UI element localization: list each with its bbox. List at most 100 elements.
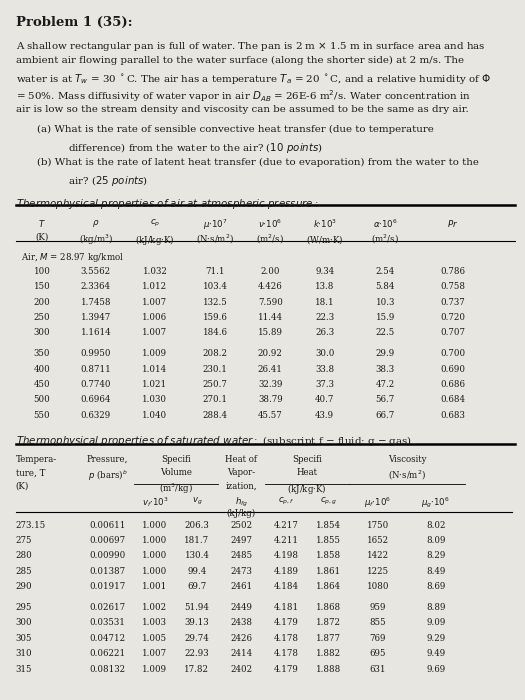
Text: 38.3: 38.3 — [375, 365, 395, 374]
Text: 33.8: 33.8 — [315, 365, 334, 374]
Text: 11.44: 11.44 — [258, 313, 283, 322]
Text: 100: 100 — [34, 267, 50, 276]
Text: Viscosity: Viscosity — [387, 455, 426, 464]
Text: Specifi: Specifi — [161, 455, 191, 464]
Text: 315: 315 — [16, 664, 32, 673]
Text: 51.94: 51.94 — [184, 603, 209, 612]
Text: 38.79: 38.79 — [258, 395, 283, 405]
Text: 1.3947: 1.3947 — [81, 313, 111, 322]
Text: water is at $T_w$ = 30 $^\circ$C. The air has a temperature $T_a$ = 20 $^\circ$C: water is at $T_w$ = 30 $^\circ$C. The ai… — [16, 72, 491, 86]
Text: 400: 400 — [34, 365, 50, 374]
Text: (b) What is the rate of latent heat transfer (due to evaporation) from the water: (b) What is the rate of latent heat tran… — [37, 158, 479, 167]
Text: 280: 280 — [16, 552, 33, 560]
Text: 1.007: 1.007 — [142, 298, 167, 307]
Text: $h_{fg}$: $h_{fg}$ — [235, 496, 248, 508]
Text: 0.00611: 0.00611 — [89, 521, 126, 529]
Text: 0.9950: 0.9950 — [80, 349, 111, 358]
Text: 1.877: 1.877 — [316, 634, 341, 643]
Text: 0.720: 0.720 — [440, 313, 465, 322]
Text: 0.683: 0.683 — [440, 411, 465, 420]
Text: 9.49: 9.49 — [426, 649, 445, 658]
Text: 1225: 1225 — [367, 567, 389, 575]
Text: 769: 769 — [370, 634, 386, 643]
Text: 2.3364: 2.3364 — [81, 282, 111, 291]
Text: 288.4: 288.4 — [203, 411, 228, 420]
Text: (K): (K) — [35, 233, 49, 242]
Text: 130.4: 130.4 — [184, 552, 209, 560]
Text: 0.08132: 0.08132 — [90, 664, 125, 673]
Text: $c_p$: $c_p$ — [150, 218, 160, 229]
Text: 0.684: 0.684 — [440, 395, 465, 405]
Text: 2497: 2497 — [230, 536, 253, 545]
Text: 26.41: 26.41 — [258, 365, 283, 374]
Text: 9.09: 9.09 — [426, 618, 445, 627]
Text: 2402: 2402 — [230, 664, 253, 673]
Text: 4.184: 4.184 — [274, 582, 299, 591]
Text: (W/m$\cdot$K): (W/m$\cdot$K) — [306, 233, 343, 246]
Text: 3.5562: 3.5562 — [81, 267, 111, 276]
Text: 4.211: 4.211 — [274, 536, 299, 545]
Text: 2502: 2502 — [230, 521, 253, 529]
Text: 250.7: 250.7 — [203, 380, 228, 389]
Text: 66.7: 66.7 — [375, 411, 395, 420]
Text: 1.030: 1.030 — [142, 395, 167, 405]
Text: 4.179: 4.179 — [274, 664, 299, 673]
Text: 550: 550 — [34, 411, 50, 420]
Text: 17.82: 17.82 — [184, 664, 209, 673]
Text: $c_{p,g}$: $c_{p,g}$ — [320, 496, 337, 507]
Text: 2438: 2438 — [230, 618, 253, 627]
Text: 0.690: 0.690 — [440, 365, 465, 374]
Text: Heat: Heat — [297, 468, 318, 477]
Text: 1.861: 1.861 — [316, 567, 341, 575]
Text: 15.89: 15.89 — [258, 328, 283, 337]
Text: 1652: 1652 — [367, 536, 389, 545]
Text: $\mu_f{\cdot}10^6$: $\mu_f{\cdot}10^6$ — [364, 496, 392, 510]
Text: 22.3: 22.3 — [315, 313, 334, 322]
Text: Problem 1 (35):: Problem 1 (35): — [16, 16, 132, 29]
Text: 29.74: 29.74 — [184, 634, 209, 643]
Text: 1.009: 1.009 — [142, 349, 167, 358]
Text: 0.6329: 0.6329 — [81, 411, 111, 420]
Text: 631: 631 — [370, 664, 386, 673]
Text: 5.84: 5.84 — [375, 282, 395, 291]
Text: 295: 295 — [16, 603, 32, 612]
Text: 71.1: 71.1 — [205, 267, 225, 276]
Text: 8.69: 8.69 — [426, 582, 445, 591]
Text: 37.3: 37.3 — [315, 380, 334, 389]
Text: 208.2: 208.2 — [203, 349, 228, 358]
Text: 10.3: 10.3 — [375, 298, 395, 307]
Text: 273.15: 273.15 — [16, 521, 46, 529]
Text: 45.57: 45.57 — [258, 411, 283, 420]
Text: 29.9: 29.9 — [375, 349, 395, 358]
Text: Air, $\mathit{M}$ = 28.97 kg/kmol: Air, $\mathit{M}$ = 28.97 kg/kmol — [21, 251, 124, 264]
Text: 855: 855 — [370, 618, 386, 627]
Text: 0.01387: 0.01387 — [90, 567, 125, 575]
Text: $k{\cdot}10^3$: $k{\cdot}10^3$ — [313, 218, 337, 230]
Text: 18.1: 18.1 — [315, 298, 334, 307]
Text: 959: 959 — [370, 603, 386, 612]
Text: 0.686: 0.686 — [440, 380, 465, 389]
Text: A shallow rectangular pan is full of water. The pan is 2 m $\times$ 1.5 m in sur: A shallow rectangular pan is full of wat… — [16, 40, 485, 53]
Text: 132.5: 132.5 — [203, 298, 228, 307]
Text: 0.8711: 0.8711 — [80, 365, 111, 374]
Text: 15.9: 15.9 — [375, 313, 395, 322]
Text: Tempera-: Tempera- — [16, 455, 57, 464]
Text: 450: 450 — [34, 380, 50, 389]
Text: 1.032: 1.032 — [142, 267, 167, 276]
Text: 0.02617: 0.02617 — [90, 603, 125, 612]
Text: ambient air flowing parallel to the water surface (along the shorter side) at 2 : ambient air flowing parallel to the wate… — [16, 56, 464, 65]
Text: $v_g$: $v_g$ — [192, 496, 202, 507]
Text: $p$ (bars)$^b$: $p$ (bars)$^b$ — [88, 468, 128, 483]
Text: 9.29: 9.29 — [426, 634, 445, 643]
Text: 7.590: 7.590 — [258, 298, 283, 307]
Text: 13.8: 13.8 — [315, 282, 334, 291]
Text: 1.000: 1.000 — [142, 552, 167, 560]
Text: $\nu{\cdot}10^6$: $\nu{\cdot}10^6$ — [258, 218, 282, 230]
Text: $\mathit{Thermophysical\ properties\ of\ saturated\ water:}$ (subscript f $-$ fl: $\mathit{Thermophysical\ properties\ of\… — [16, 434, 412, 448]
Text: $\alpha{\cdot}10^6$: $\alpha{\cdot}10^6$ — [373, 218, 397, 230]
Text: (kJ/kg): (kJ/kg) — [227, 509, 256, 518]
Text: (m$^2$/s): (m$^2$/s) — [371, 233, 399, 246]
Text: 1.882: 1.882 — [316, 649, 341, 658]
Text: 1.002: 1.002 — [142, 603, 167, 612]
Text: 4.178: 4.178 — [274, 634, 299, 643]
